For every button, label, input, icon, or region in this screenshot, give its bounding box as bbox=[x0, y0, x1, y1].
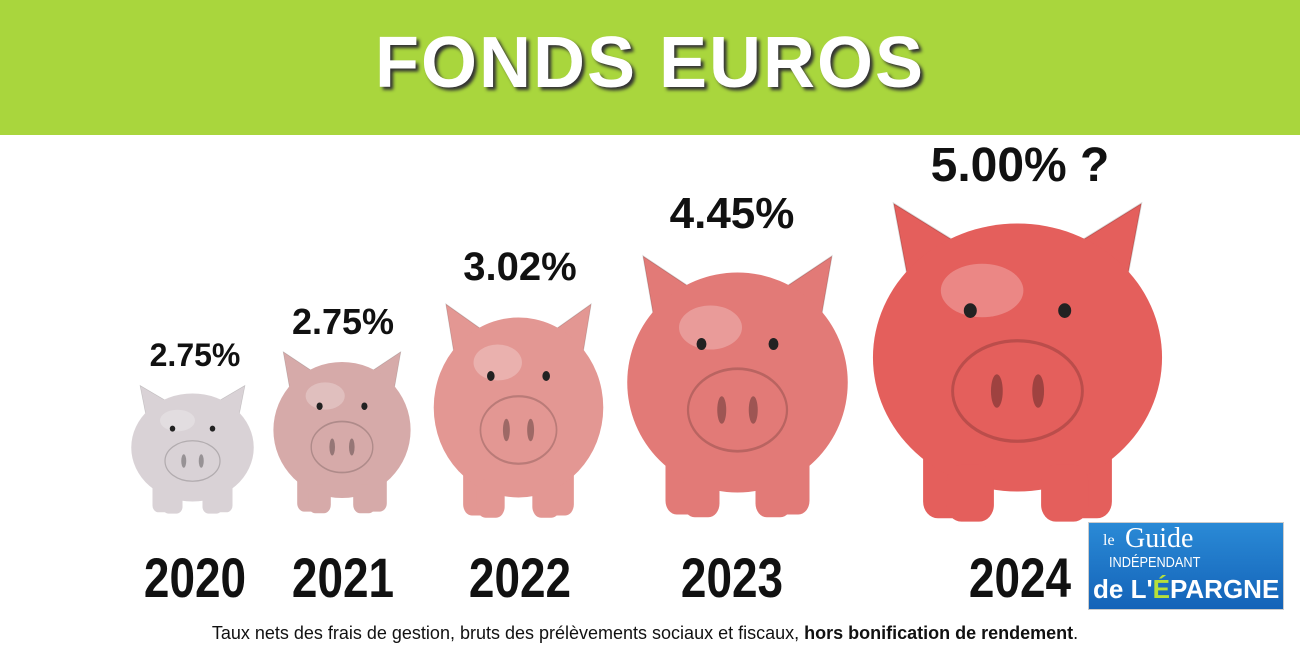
logo: le Guide INDÉPENDANT de L'ÉPARGNE bbox=[1088, 522, 1284, 610]
title-banner bbox=[0, 0, 1300, 135]
value-label-2020: 2.75% bbox=[149, 337, 241, 373]
piggy-bank-2021 bbox=[273, 350, 411, 514]
year-label-2020: 2020 bbox=[143, 546, 247, 609]
piggy-bank-2024 bbox=[872, 201, 1163, 522]
year-label-2022: 2022 bbox=[468, 546, 572, 609]
piggy-bank-2022 bbox=[433, 302, 604, 518]
logo-text: INDÉPENDANT bbox=[1109, 554, 1201, 571]
footnote-bold: hors bonification de rendement bbox=[804, 623, 1074, 643]
value-label-2024: 5.00% ? bbox=[930, 139, 1110, 192]
page-title: FONDS EUROS bbox=[374, 23, 926, 103]
logo-text: de L'ÉPARGNE bbox=[1093, 574, 1280, 604]
value-label-2023: 4.45% bbox=[669, 189, 795, 238]
year-label-2024: 2024 bbox=[968, 546, 1072, 609]
logo-text: le bbox=[1103, 532, 1115, 549]
footnote: Taux nets des frais de gestion, bruts de… bbox=[0, 622, 1290, 644]
year-label-2023: 2023 bbox=[680, 546, 784, 609]
logo-text: Guide bbox=[1125, 523, 1194, 554]
value-label-2021: 2.75% bbox=[291, 301, 395, 342]
piggy-bank-2020 bbox=[131, 384, 254, 514]
piggy-bank-2023 bbox=[627, 254, 848, 518]
footnote-text: Taux nets des frais de gestion, bruts de… bbox=[211, 623, 805, 643]
year-label-2021: 2021 bbox=[291, 546, 395, 609]
footnote-end: . bbox=[1073, 623, 1079, 643]
value-label-2022: 3.02% bbox=[463, 245, 577, 289]
